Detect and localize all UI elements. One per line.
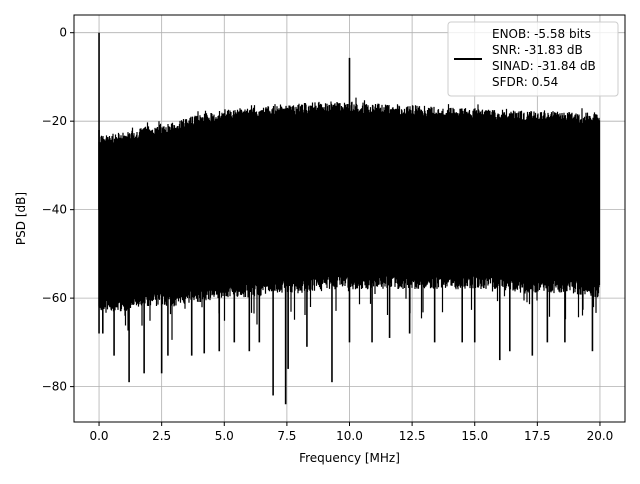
x-tick-label: 15.0 (461, 429, 488, 443)
legend: ENOB: -5.58 bits SNR: -31.83 dB SINAD: -… (447, 21, 619, 97)
x-tick-label: 12.5 (399, 429, 426, 443)
y-tick-label: −80 (42, 380, 67, 394)
x-ticks: 0.0 2.5 5.0 7.5 10.0 12.5 15.0 17.5 20.0 (89, 422, 613, 443)
y-tick-label: 0 (59, 26, 67, 40)
plot-area (98, 32, 601, 405)
x-axis-label: Frequency [MHz] (299, 451, 400, 465)
x-tick-label: 0.0 (89, 429, 108, 443)
y-ticks: 0 −20 −40 −60 −80 (42, 26, 74, 394)
legend-sinad: SINAD: -31.84 dB (492, 59, 596, 73)
x-tick-label: 17.5 (524, 429, 551, 443)
y-axis-label: PSD [dB] (14, 192, 28, 245)
y-tick-label: −60 (42, 291, 67, 305)
x-tick-label: 5.0 (215, 429, 234, 443)
legend-snr: SNR: -31.83 dB (492, 43, 583, 57)
legend-sfdr: SFDR: 0.54 (492, 75, 558, 89)
x-tick-label: 2.5 (152, 429, 171, 443)
y-tick-label: −20 (42, 114, 67, 128)
x-tick-label: 10.0 (336, 429, 363, 443)
x-tick-label: 20.0 (587, 429, 614, 443)
legend-enob: ENOB: -5.58 bits (492, 27, 591, 41)
y-tick-label: −40 (42, 203, 67, 217)
legend-box (447, 21, 619, 97)
x-tick-label: 7.5 (277, 429, 296, 443)
